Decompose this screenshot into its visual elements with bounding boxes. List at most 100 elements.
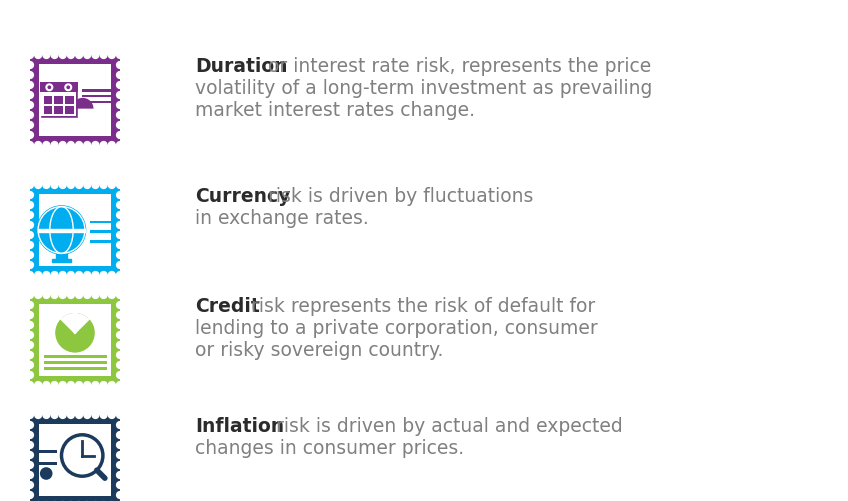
Circle shape <box>26 272 33 279</box>
FancyBboxPatch shape <box>39 64 111 136</box>
Circle shape <box>75 52 82 59</box>
Circle shape <box>59 382 66 388</box>
Circle shape <box>109 382 115 388</box>
Circle shape <box>26 382 33 388</box>
Circle shape <box>116 252 124 259</box>
FancyBboxPatch shape <box>65 106 74 114</box>
Circle shape <box>59 142 66 148</box>
FancyBboxPatch shape <box>37 449 57 452</box>
Circle shape <box>84 52 91 59</box>
Wedge shape <box>72 98 93 109</box>
Circle shape <box>100 292 107 299</box>
Circle shape <box>26 112 33 118</box>
Wedge shape <box>61 313 89 333</box>
Circle shape <box>55 313 95 353</box>
Circle shape <box>116 302 124 309</box>
Circle shape <box>43 142 50 148</box>
FancyBboxPatch shape <box>39 194 111 266</box>
FancyBboxPatch shape <box>30 415 120 501</box>
Circle shape <box>26 122 33 128</box>
Text: or risky sovereign country.: or risky sovereign country. <box>195 341 444 360</box>
Circle shape <box>84 382 91 388</box>
Circle shape <box>59 181 66 188</box>
Circle shape <box>59 292 66 299</box>
Circle shape <box>116 382 124 388</box>
Circle shape <box>100 142 107 148</box>
Circle shape <box>116 142 124 148</box>
Circle shape <box>68 52 75 59</box>
Text: Duration: Duration <box>195 57 287 76</box>
Circle shape <box>43 272 50 279</box>
Circle shape <box>92 292 99 299</box>
Circle shape <box>43 412 50 418</box>
FancyBboxPatch shape <box>40 82 78 118</box>
Circle shape <box>26 181 33 188</box>
Circle shape <box>68 142 75 148</box>
Circle shape <box>75 292 82 299</box>
Circle shape <box>92 412 99 418</box>
Circle shape <box>100 272 107 279</box>
Circle shape <box>68 382 75 388</box>
Circle shape <box>26 221 33 228</box>
Text: risk is driven by actual and expected: risk is driven by actual and expected <box>271 417 623 436</box>
Circle shape <box>116 312 124 319</box>
FancyBboxPatch shape <box>30 185 120 275</box>
FancyBboxPatch shape <box>37 462 57 465</box>
Circle shape <box>75 142 82 148</box>
FancyBboxPatch shape <box>81 95 113 97</box>
Circle shape <box>35 292 42 299</box>
Text: risk represents the risk of default for: risk represents the risk of default for <box>245 297 595 316</box>
FancyBboxPatch shape <box>39 304 111 376</box>
Circle shape <box>100 181 107 188</box>
Circle shape <box>51 181 58 188</box>
Circle shape <box>51 142 58 148</box>
FancyBboxPatch shape <box>43 367 107 370</box>
Circle shape <box>116 201 124 208</box>
Circle shape <box>26 191 33 198</box>
Circle shape <box>116 292 124 299</box>
Circle shape <box>26 92 33 98</box>
Circle shape <box>116 262 124 269</box>
Circle shape <box>26 372 33 378</box>
Circle shape <box>116 372 124 378</box>
Circle shape <box>84 181 91 188</box>
Circle shape <box>84 292 91 299</box>
Text: changes in consumer prices.: changes in consumer prices. <box>195 439 464 458</box>
Circle shape <box>51 382 58 388</box>
Circle shape <box>116 112 124 118</box>
Bar <box>52 259 71 262</box>
Circle shape <box>116 342 124 348</box>
FancyBboxPatch shape <box>81 101 113 103</box>
Circle shape <box>26 322 33 329</box>
FancyBboxPatch shape <box>42 92 76 116</box>
FancyBboxPatch shape <box>40 82 78 92</box>
FancyBboxPatch shape <box>43 355 107 358</box>
Circle shape <box>116 272 124 279</box>
FancyBboxPatch shape <box>81 89 113 92</box>
Circle shape <box>26 481 33 488</box>
Circle shape <box>26 352 33 358</box>
Circle shape <box>75 181 82 188</box>
FancyBboxPatch shape <box>90 220 113 223</box>
Circle shape <box>116 181 124 188</box>
Circle shape <box>26 82 33 88</box>
Circle shape <box>68 181 75 188</box>
FancyBboxPatch shape <box>44 96 53 104</box>
Circle shape <box>116 491 124 498</box>
Circle shape <box>116 102 124 108</box>
Circle shape <box>109 292 115 299</box>
FancyBboxPatch shape <box>30 55 120 145</box>
Circle shape <box>40 467 53 480</box>
Circle shape <box>92 272 99 279</box>
Circle shape <box>26 431 33 438</box>
Circle shape <box>116 322 124 329</box>
Circle shape <box>26 461 33 468</box>
Circle shape <box>26 451 33 458</box>
Circle shape <box>116 481 124 488</box>
Circle shape <box>116 52 124 59</box>
FancyBboxPatch shape <box>90 240 113 242</box>
Circle shape <box>59 52 66 59</box>
Circle shape <box>59 412 66 418</box>
Circle shape <box>116 421 124 428</box>
Text: risk is driven by fluctuations: risk is driven by fluctuations <box>262 187 533 206</box>
